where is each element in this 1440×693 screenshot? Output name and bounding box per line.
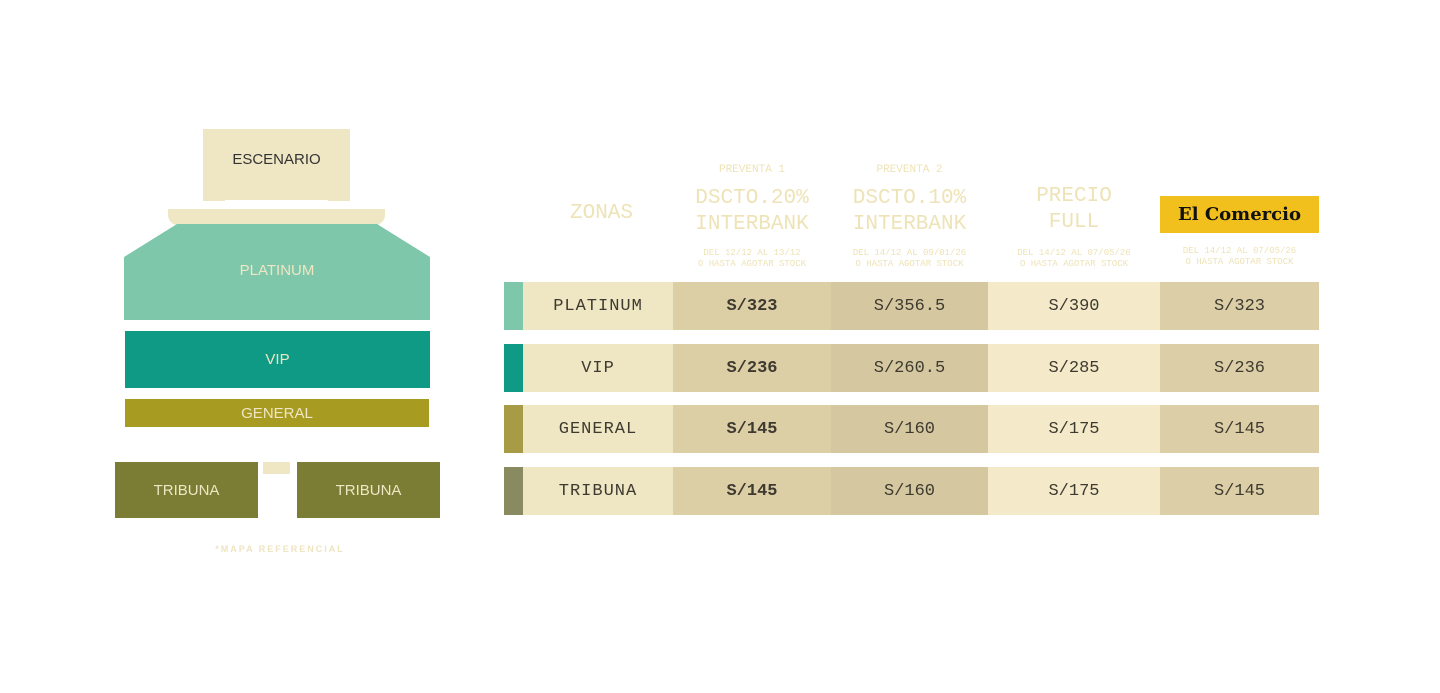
table-row-vip: VIP S/236 S/260.5 S/285 S/236 [504,344,1319,392]
control-booth [263,462,290,474]
zone-tribuna-left[interactable]: TRIBUNA [115,462,258,518]
zone-general[interactable]: GENERAL [125,399,429,427]
price-preventa-1: S/145 [673,467,831,515]
map-note: *MAPA REFERENCIAL [215,544,345,554]
price-el-comercio: S/236 [1160,344,1319,392]
price-full: S/175 [988,467,1160,515]
zone-platinum-shape[interactable] [122,224,432,320]
price-el-comercio: S/323 [1160,282,1319,330]
price-preventa-2: S/160 [831,467,988,515]
zone-color-swatch [504,467,523,515]
zone-tribuna-right[interactable]: TRIBUNA [297,462,440,518]
price-el-comercio: S/145 [1160,467,1319,515]
zones-header: ZONAS [569,202,633,225]
table-row-general: GENERAL S/145 S/160 S/175 S/145 [504,405,1319,453]
stage-front [168,209,385,225]
zone-name: GENERAL [523,405,673,453]
table-row-platinum: PLATINUM S/323 S/356.5 S/390 S/323 [504,282,1319,330]
zone-name: PLATINUM [523,282,673,330]
zone-color-swatch [504,344,523,392]
zone-platinum-label: PLATINUM [239,261,315,279]
price-el-comercio: S/145 [1160,405,1319,453]
zone-color-swatch [504,282,523,330]
price-preventa-1: S/145 [673,405,831,453]
price-full: S/285 [988,344,1160,392]
zone-vip[interactable]: VIP [125,331,430,388]
price-preventa-2: S/260.5 [831,344,988,392]
price-preventa-2: S/356.5 [831,282,988,330]
price-preventa-1: S/323 [673,282,831,330]
table-row-tribuna: TRIBUNA S/145 S/160 S/175 S/145 [504,467,1319,515]
stage: ESCENARIO [203,129,350,201]
price-preventa-1: S/236 [673,344,831,392]
zone-name: TRIBUNA [523,467,673,515]
zone-color-swatch [504,405,523,453]
zone-name: VIP [523,344,673,392]
price-full: S/390 [988,282,1160,330]
price-full: S/175 [988,405,1160,453]
price-preventa-2: S/160 [831,405,988,453]
stage-gap-cut [225,200,328,209]
el-comercio-logo: El Comercio [1160,196,1319,233]
